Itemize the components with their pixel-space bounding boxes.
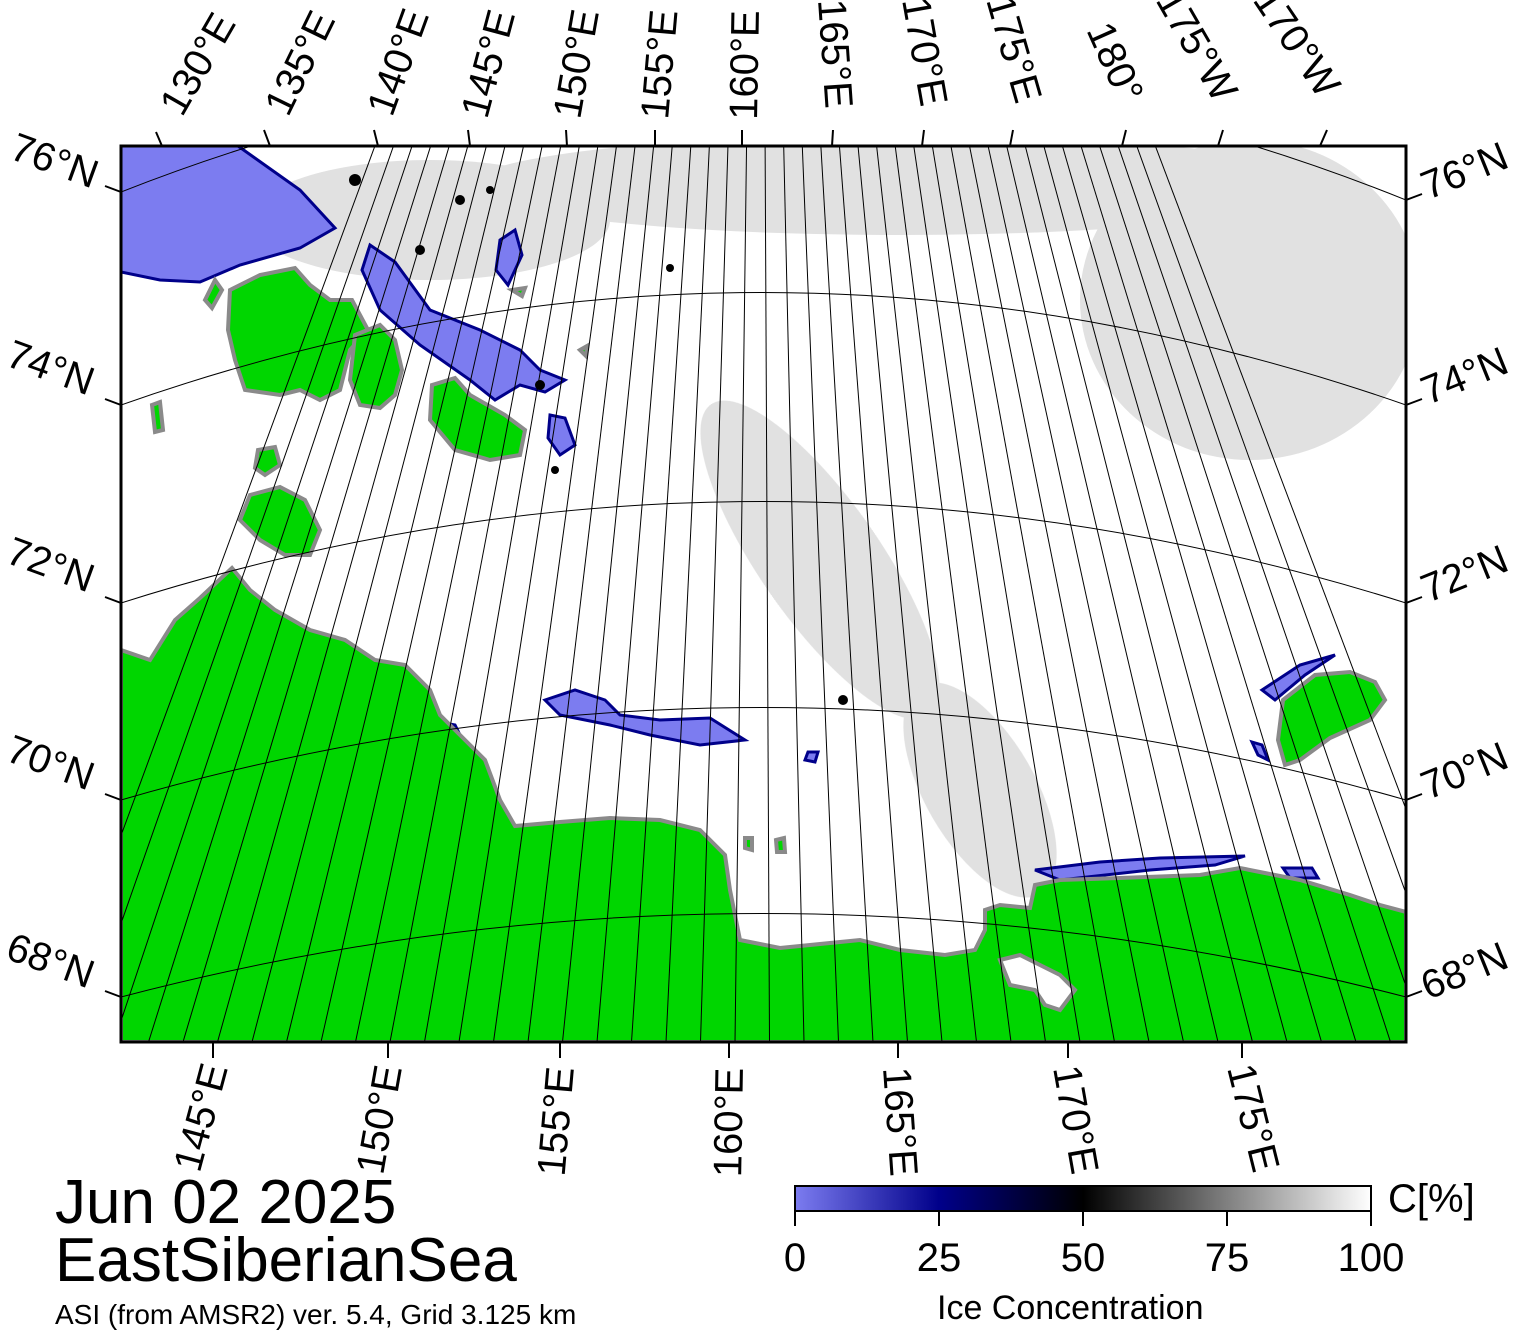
top-lon-label: 170°E xyxy=(893,0,955,109)
meridian-line xyxy=(217,146,469,1042)
meridian-line xyxy=(969,146,1150,1042)
colorbar-tick-label: 50 xyxy=(1060,1236,1106,1280)
meridian-line xyxy=(1154,146,1406,811)
map-frame xyxy=(119,144,1408,1044)
meridian-line xyxy=(121,146,394,926)
land-masses xyxy=(121,265,1406,1042)
meridian-line xyxy=(493,146,617,1042)
top-lon-label: 130°E xyxy=(152,6,245,123)
bottom-lon-label: 160°E xyxy=(706,1067,752,1177)
top-lon-label: 150°E xyxy=(546,6,608,121)
meridian-line xyxy=(894,146,1012,1042)
meridian-line xyxy=(1136,146,1406,895)
meridian-line xyxy=(121,146,376,838)
colorbar-unit: C[%] xyxy=(1388,1177,1475,1221)
frame-ticks xyxy=(104,129,1423,1058)
colorbar-tick-label: 0 xyxy=(783,1236,807,1280)
top-longitude-labels: 130°E 135°E 140°E 145°E 150°E 155°E 160°… xyxy=(152,0,1349,123)
meridian-line xyxy=(1117,146,1406,989)
meridian-line xyxy=(286,146,506,1042)
bottom-lon-label: 155°E xyxy=(530,1065,583,1178)
meridian-line xyxy=(182,146,450,1042)
longitude-lines xyxy=(121,146,1406,1042)
left-lat-label: 70°N xyxy=(1,727,100,799)
colorbar-gradient xyxy=(794,1185,1372,1212)
meridian-line xyxy=(857,146,943,1042)
low-ice-areas xyxy=(121,146,1336,978)
meridian-line xyxy=(1043,146,1288,1042)
data-source-note: ASI (from AMSR2) ver. 5.4, Grid 3.125 km xyxy=(55,1299,577,1330)
top-lon-label: 145°E xyxy=(453,5,524,122)
meridian-line xyxy=(665,146,710,1042)
top-lon-label: 140°E xyxy=(359,3,438,121)
meridian-line xyxy=(1006,146,1219,1042)
left-lat-label: 76°N xyxy=(5,125,104,197)
top-lon-label: 160°E xyxy=(722,10,768,120)
left-lat-label: 72°N xyxy=(1,529,100,601)
colorbar xyxy=(794,1185,1372,1226)
meridian-line xyxy=(121,146,413,1023)
colorbar-tick-label: 75 xyxy=(1204,1236,1250,1280)
meridian-line xyxy=(876,146,977,1042)
meridian-line xyxy=(596,146,673,1042)
meridian-line xyxy=(251,146,487,1042)
right-lat-label: 76°N xyxy=(1415,134,1514,208)
top-lon-label: 175°W xyxy=(1147,0,1245,109)
left-lat-label: 68°N xyxy=(1,925,100,997)
meridian-line xyxy=(355,146,543,1042)
meridian-line xyxy=(458,146,599,1042)
meridian-line xyxy=(562,146,655,1042)
meridian-line xyxy=(987,146,1184,1042)
right-lat-label: 70°N xyxy=(1415,734,1514,808)
colorbar-title: Ice Concentration xyxy=(937,1289,1204,1327)
left-lat-label: 74°N xyxy=(1,332,100,404)
right-lat-label: 68°N xyxy=(1415,934,1514,1008)
meridian-line xyxy=(1061,146,1322,1042)
meridian-line xyxy=(820,146,874,1042)
meridian-line xyxy=(527,146,636,1042)
meridian-line xyxy=(764,146,770,1042)
meridian-line xyxy=(148,146,432,1042)
bottom-lon-label: 145°E xyxy=(166,1059,237,1176)
top-lon-label: 175°E xyxy=(977,0,1049,108)
bottom-lon-label: 170°E xyxy=(1044,1062,1106,1177)
meridian-line xyxy=(838,146,908,1042)
bottom-lon-label: 150°E xyxy=(349,1062,411,1177)
meridian-line xyxy=(913,146,1046,1042)
bottom-lon-label: 165°E xyxy=(874,1066,926,1178)
bottom-lon-label: 175°E xyxy=(1218,1060,1287,1177)
meridian-line xyxy=(424,146,580,1042)
meridian-line xyxy=(389,146,562,1042)
meridian-line xyxy=(734,146,748,1042)
colorbar-ticks xyxy=(794,1211,1372,1226)
meridian-line xyxy=(1099,146,1391,1042)
colorbar-tick-label: 100 xyxy=(1337,1236,1405,1280)
top-lon-label: 135°E xyxy=(257,4,345,122)
colorbar-tick-label: 25 xyxy=(916,1236,962,1280)
meridian-line xyxy=(801,146,839,1042)
meridian-line xyxy=(1080,146,1357,1042)
top-lon-label: 170°W xyxy=(1245,0,1349,105)
meridian-line xyxy=(931,146,1081,1042)
top-lon-label: 165°E xyxy=(809,0,861,110)
meridian-line xyxy=(700,146,729,1042)
right-latitude-labels: 76°N 74°N 72°N 70°N 68°N xyxy=(1415,134,1514,1008)
meridian-line xyxy=(320,146,525,1042)
map-date: Jun 02 2025 xyxy=(55,1168,397,1237)
meridian-line xyxy=(783,146,805,1042)
meridian-line xyxy=(950,146,1115,1042)
latitude-lines xyxy=(121,146,1406,998)
left-latitude-labels: 76°N 74°N 72°N 70°N 68°N xyxy=(1,125,104,997)
right-lat-label: 74°N xyxy=(1415,339,1514,413)
meridian-line xyxy=(631,146,692,1042)
meridian-line xyxy=(1024,146,1253,1042)
top-lon-label: 155°E xyxy=(633,8,686,121)
top-lon-label: 180° xyxy=(1078,16,1152,109)
right-lat-label: 72°N xyxy=(1415,537,1514,611)
region-name: EastSiberianSea xyxy=(55,1226,517,1295)
bottom-longitude-labels: 145°E 150°E 155°E 160°E 165°E 170°E 175°… xyxy=(166,1059,1288,1178)
